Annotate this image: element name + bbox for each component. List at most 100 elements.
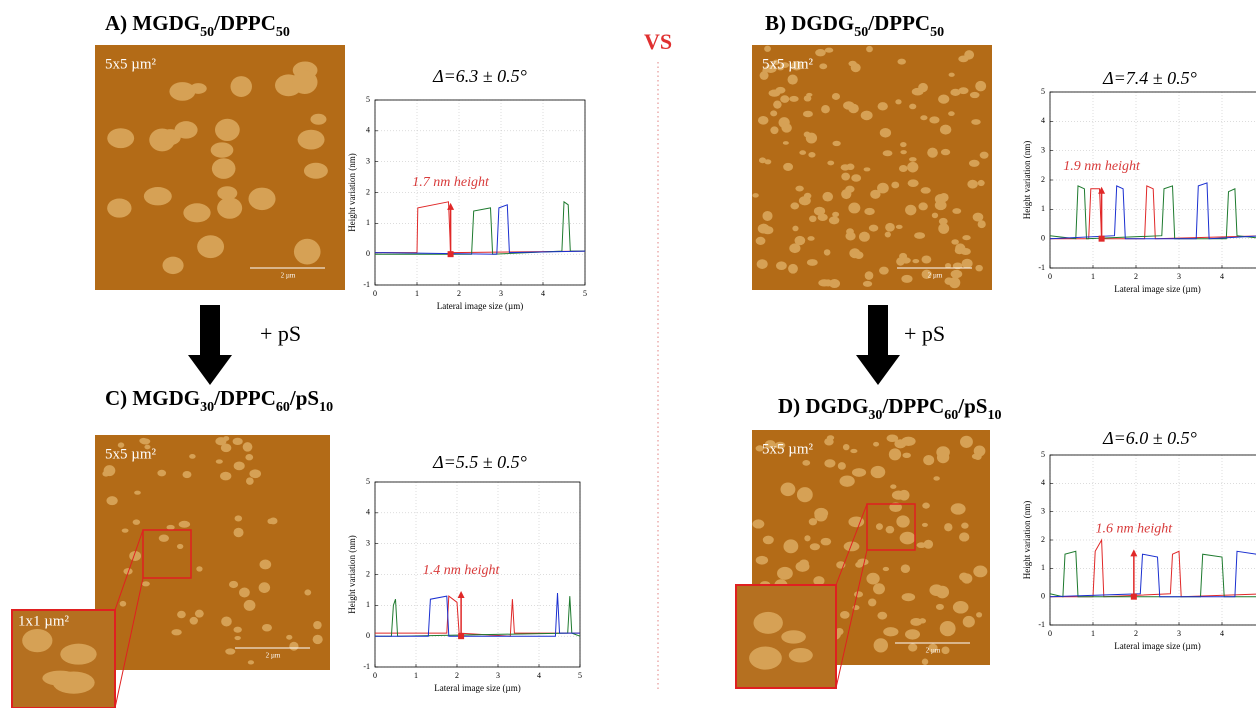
domain xyxy=(909,157,917,162)
domain xyxy=(780,482,796,497)
domain xyxy=(929,584,944,596)
x-axis-label: Lateral image size (µm) xyxy=(1114,284,1200,294)
domain xyxy=(958,55,969,63)
domain xyxy=(791,60,803,71)
x-tick-label: 3 xyxy=(1177,629,1181,638)
domain xyxy=(941,646,950,655)
title-subscript: 50 xyxy=(276,25,290,40)
domain xyxy=(749,646,782,670)
chart-title: Δ=7.4 ± 0.5° xyxy=(1102,68,1197,88)
domain xyxy=(759,71,769,80)
marker-head xyxy=(1130,549,1138,557)
vs-label: VS xyxy=(644,29,672,54)
domain xyxy=(888,448,902,461)
domain xyxy=(310,113,327,125)
domain xyxy=(851,174,862,182)
domain xyxy=(781,123,792,133)
domain xyxy=(853,591,864,598)
domain xyxy=(757,116,769,125)
domain xyxy=(229,580,239,589)
chart-title: Δ=6.0 ± 0.5° xyxy=(1102,428,1197,448)
x-tick-label: 5 xyxy=(583,289,587,298)
domain xyxy=(189,616,198,625)
domain xyxy=(879,266,889,275)
domain xyxy=(217,186,238,201)
domain xyxy=(158,534,169,542)
domain xyxy=(312,634,323,645)
domain xyxy=(822,191,834,202)
y-tick-label: 4 xyxy=(366,126,370,135)
domain xyxy=(923,455,935,466)
domain xyxy=(873,583,885,595)
domain xyxy=(232,437,243,446)
domain xyxy=(304,589,312,596)
domain xyxy=(169,82,196,101)
domain xyxy=(848,202,861,214)
domain xyxy=(901,436,916,446)
scale-label: 2 µm xyxy=(928,272,943,280)
domain xyxy=(962,235,971,241)
inset-label: 1x1 µm² xyxy=(18,613,70,629)
domain xyxy=(977,220,986,229)
domain xyxy=(948,72,955,77)
domain xyxy=(929,116,940,124)
domain xyxy=(870,465,886,479)
afm-image xyxy=(95,435,330,670)
domain xyxy=(818,279,831,287)
domain xyxy=(815,49,826,57)
domain xyxy=(823,249,831,256)
y-tick-label: 2 xyxy=(1041,175,1045,184)
domain xyxy=(189,454,196,459)
title-subscript: 50 xyxy=(200,25,214,40)
domain xyxy=(813,206,826,216)
domain xyxy=(789,243,801,254)
domain xyxy=(258,582,271,593)
domain xyxy=(196,566,203,572)
x-axis-label: Lateral image size (µm) xyxy=(437,301,523,311)
domain xyxy=(220,471,232,481)
arrow-label: + pS xyxy=(260,321,301,346)
domain xyxy=(756,259,768,269)
domain xyxy=(261,623,272,632)
domain xyxy=(895,224,903,230)
plot-frame xyxy=(374,481,581,668)
domain xyxy=(783,162,794,171)
domain xyxy=(877,611,888,620)
y-axis-label: Height variation (nm) xyxy=(1022,141,1032,219)
domain xyxy=(921,255,932,264)
title-subscript: 30 xyxy=(868,408,882,423)
title-subscript: 30 xyxy=(200,400,214,415)
domain xyxy=(824,459,836,468)
domain xyxy=(215,459,223,464)
x-tick-label: 1 xyxy=(1091,629,1095,638)
x-tick-label: 1 xyxy=(415,289,419,298)
domain xyxy=(819,63,828,70)
y-axis-label: Height variation (nm) xyxy=(1022,501,1032,579)
domain xyxy=(979,151,989,159)
domain xyxy=(243,599,256,611)
domain xyxy=(107,128,135,149)
y-tick-label: -1 xyxy=(1038,620,1045,629)
domain xyxy=(234,515,243,522)
domain xyxy=(897,58,906,65)
domain xyxy=(837,462,846,470)
domain xyxy=(799,559,809,568)
domain xyxy=(802,459,811,466)
domain xyxy=(841,172,851,181)
zoom-line xyxy=(114,577,144,708)
domain xyxy=(141,581,150,587)
y-tick-label: 0 xyxy=(366,631,370,640)
domain xyxy=(762,67,769,74)
y-tick-label: 4 xyxy=(1041,478,1045,487)
domain xyxy=(968,159,980,167)
domain xyxy=(795,185,804,192)
domain xyxy=(918,82,928,93)
domain xyxy=(117,442,125,448)
domain xyxy=(134,490,141,495)
domain xyxy=(845,185,855,193)
domain xyxy=(905,204,917,216)
x-axis-label: Lateral image size (µm) xyxy=(1114,641,1200,651)
y-tick-label: 4 xyxy=(1041,116,1045,125)
domain xyxy=(809,215,817,223)
x-tick-label: 2 xyxy=(1134,272,1138,281)
